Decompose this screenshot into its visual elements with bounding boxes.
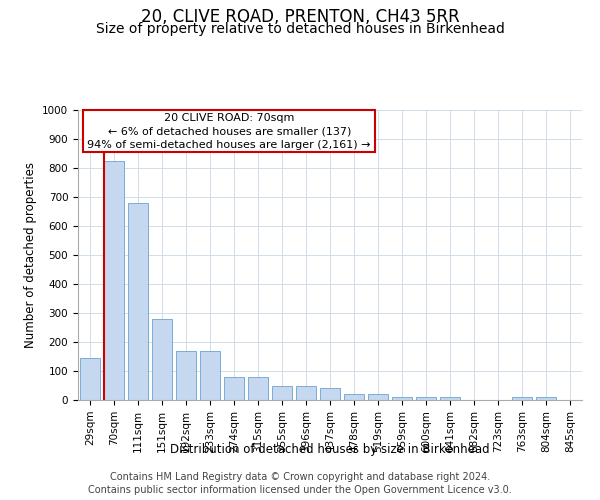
Bar	[200, 350, 220, 400]
Bar	[416, 397, 436, 400]
Bar	[152, 319, 172, 400]
Bar	[296, 386, 316, 400]
Bar	[128, 203, 148, 400]
Text: ← 6% of detached houses are smaller (137): ← 6% of detached houses are smaller (137…	[107, 127, 351, 137]
Bar	[80, 358, 100, 400]
Text: Size of property relative to detached houses in Birkenhead: Size of property relative to detached ho…	[95, 22, 505, 36]
Bar	[536, 397, 556, 400]
Text: Contains HM Land Registry data © Crown copyright and database right 2024.: Contains HM Land Registry data © Crown c…	[110, 472, 490, 482]
Bar	[104, 161, 124, 400]
Text: 20 CLIVE ROAD: 70sqm: 20 CLIVE ROAD: 70sqm	[164, 114, 295, 124]
Bar	[512, 397, 532, 400]
Bar	[344, 394, 364, 400]
Bar	[248, 378, 268, 400]
Bar	[368, 394, 388, 400]
Bar	[392, 397, 412, 400]
Text: Distribution of detached houses by size in Birkenhead: Distribution of detached houses by size …	[170, 442, 490, 456]
Bar	[224, 378, 244, 400]
Bar	[440, 397, 460, 400]
Text: 20, CLIVE ROAD, PRENTON, CH43 5RR: 20, CLIVE ROAD, PRENTON, CH43 5RR	[140, 8, 460, 26]
Bar	[272, 386, 292, 400]
Y-axis label: Number of detached properties: Number of detached properties	[23, 162, 37, 348]
Bar	[176, 350, 196, 400]
FancyBboxPatch shape	[83, 110, 376, 152]
Text: 94% of semi-detached houses are larger (2,161) →: 94% of semi-detached houses are larger (…	[88, 140, 371, 150]
Text: Contains public sector information licensed under the Open Government Licence v3: Contains public sector information licen…	[88, 485, 512, 495]
Bar	[320, 388, 340, 400]
